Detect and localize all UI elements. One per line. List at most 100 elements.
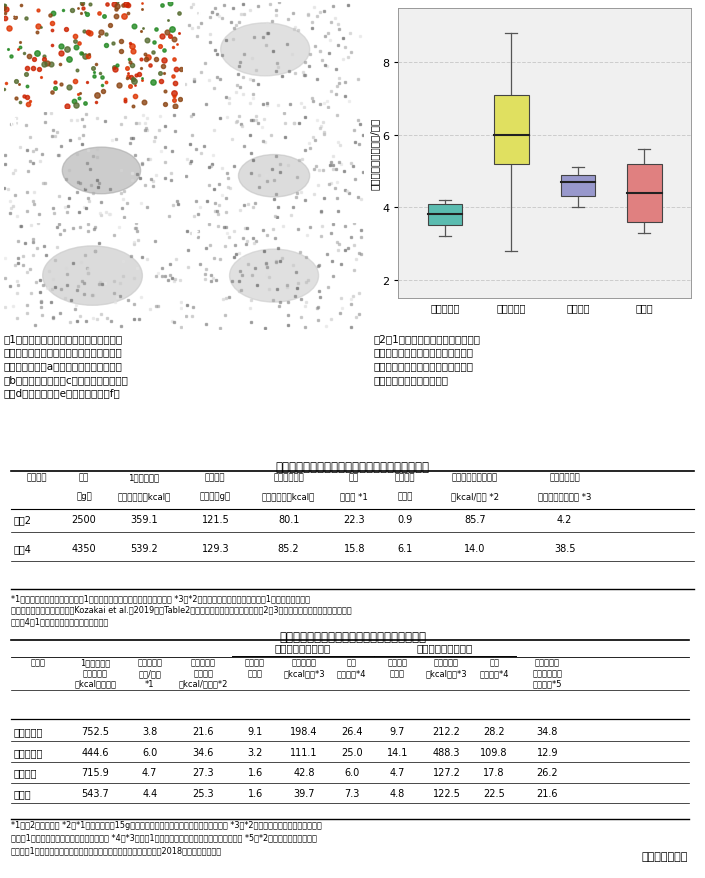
Circle shape bbox=[62, 148, 140, 195]
Text: 最大値を用いた場合: 最大値を用いた場合 bbox=[417, 643, 473, 652]
Text: 4.8: 4.8 bbox=[390, 788, 405, 798]
Text: 1.6: 1.6 bbox=[247, 767, 263, 777]
Text: た場合に1日に必要なエネルギーを獲得するまでの時間。小坂井ら（2018）の表３を改変。: た場合に1日に必要なエネルギーを獲得するまでの時間。小坂井ら（2018）の表３を… bbox=[11, 846, 221, 854]
Text: *1：試験中の獲得エネルギーが1日に必要なエネルギーに占める割合。 *3：*2と同じ速さで食べ続けた場合に1日に必要なエネル: *1：試験中の獲得エネルギーが1日に必要なエネルギーに占める割合。 *3：*2と… bbox=[11, 594, 309, 602]
Text: おける1回の滲在で獲得できるエネルギー。 *4：*3の値が1日に必要なエネルギー量に占める割合。 *5：*2と同じ速さで食べ続け: おける1回の滲在で獲得できるエネルギー。 *4：*3の値が1日に必要なエネルギー… bbox=[11, 832, 317, 842]
Text: 27.3: 27.3 bbox=[192, 767, 214, 777]
Text: 42.8: 42.8 bbox=[293, 767, 315, 777]
Text: エネルギー
獲得効率
（kcal/分）　*2: エネルギー 獲得効率 （kcal/分） *2 bbox=[178, 658, 228, 687]
Text: 試験中の: 試験中の bbox=[205, 473, 226, 482]
Text: 図2　1分間当たりに食べたイチゴ廃
果の数（筱は第３四分位、中央値、
第１四分位の範囲、上下の線は最大
及び最小値の範囲を示す）: 図2 1分間当たりに食べたイチゴ廃 果の数（筱は第３四分位、中央値、 第１四分位… bbox=[374, 334, 481, 385]
Bar bbox=[560, 176, 595, 197]
Text: 715.9: 715.9 bbox=[81, 767, 109, 777]
Text: 4.4: 4.4 bbox=[142, 788, 157, 798]
Text: 14.1: 14.1 bbox=[387, 747, 408, 757]
Text: 割合
（％）　*4: 割合 （％） *4 bbox=[479, 658, 509, 677]
Text: 表２　中型哺乳類がイチゴの廃果を食べる速さ: 表２ 中型哺乳類がイチゴの廃果を食べる速さ bbox=[279, 630, 426, 643]
Text: 3.8: 3.8 bbox=[142, 726, 157, 736]
Text: 22.3: 22.3 bbox=[343, 515, 365, 524]
Text: 滞在時間
（分）: 滞在時間 （分） bbox=[245, 658, 265, 677]
Text: 12.9: 12.9 bbox=[537, 747, 558, 757]
Text: 444.6: 444.6 bbox=[81, 747, 109, 757]
Text: （分）: （分） bbox=[398, 492, 412, 500]
Text: 動物種: 動物種 bbox=[30, 658, 46, 667]
Text: 129.3: 129.3 bbox=[202, 543, 229, 554]
Text: 1.6: 1.6 bbox=[247, 788, 263, 798]
Text: 6.1: 6.1 bbox=[398, 543, 412, 554]
Text: 中央値を用いた場合: 中央値を用いた場合 bbox=[275, 643, 331, 652]
Text: 488.3: 488.3 bbox=[433, 747, 460, 757]
Text: 25.0: 25.0 bbox=[341, 747, 362, 757]
Text: アナグマ: アナグマ bbox=[13, 767, 37, 777]
Text: アライグマ: アライグマ bbox=[13, 726, 42, 736]
Text: (f): (f) bbox=[190, 228, 204, 239]
Text: 539.2: 539.2 bbox=[130, 543, 158, 554]
Text: *1：図2の中央値。 *2：*1をイチゴ果実15gに含まれる代謝エネルギー量を用いて換算。 *3：*2の値を用いた場合に、廃果場に: *1：図2の中央値。 *2：*1をイチゴ果実15gに含まれる代謝エネルギー量を用… bbox=[11, 820, 321, 830]
Text: 85.7: 85.7 bbox=[464, 515, 486, 524]
Text: 212.2: 212.2 bbox=[433, 726, 460, 736]
Text: 割合
（％）　*4: 割合 （％） *4 bbox=[337, 658, 367, 677]
Text: 111.1: 111.1 bbox=[290, 747, 318, 757]
Text: （オス4の1日目）のデータを抜粹し改変。: （オス4の1日目）のデータを抜粹し改変。 bbox=[11, 616, 109, 626]
Text: 38.5: 38.5 bbox=[554, 543, 575, 554]
Text: 体重: 体重 bbox=[79, 473, 90, 482]
Text: 4350: 4350 bbox=[72, 543, 97, 554]
Text: 543.7: 543.7 bbox=[81, 788, 109, 798]
Text: 1日に必要な: 1日に必要な bbox=[128, 473, 159, 482]
Text: 122.5: 122.5 bbox=[433, 788, 460, 798]
Text: （kcal/分） *2: （kcal/分） *2 bbox=[450, 492, 499, 500]
Text: 28.2: 28.2 bbox=[484, 726, 505, 736]
Text: 15.8: 15.8 bbox=[343, 543, 365, 554]
Text: 21.6: 21.6 bbox=[537, 788, 558, 798]
Text: 採食量（g）: 採食量（g） bbox=[200, 492, 231, 500]
Text: 22.5: 22.5 bbox=[483, 788, 505, 798]
Text: 26.2: 26.2 bbox=[537, 767, 558, 777]
Text: エネルギー（kcal）: エネルギー（kcal） bbox=[117, 492, 171, 500]
Text: 必要量獲得
にかかる時間
（分）　*5: 必要量獲得 にかかる時間 （分） *5 bbox=[532, 658, 563, 687]
Text: 17.8: 17.8 bbox=[484, 767, 505, 777]
Text: (d): (d) bbox=[190, 8, 207, 18]
Circle shape bbox=[238, 155, 309, 198]
Circle shape bbox=[221, 24, 309, 76]
Text: 7.3: 7.3 bbox=[344, 788, 360, 798]
Bar bbox=[627, 164, 661, 222]
Text: かかる時間（分） *3: かかる時間（分） *3 bbox=[538, 492, 591, 500]
Text: エネルギー
（kcal）　*3: エネルギー （kcal） *3 bbox=[426, 658, 467, 677]
Circle shape bbox=[230, 250, 319, 303]
Text: （％） *1: （％） *1 bbox=[341, 492, 368, 500]
Text: 図1　イチゴ園の廃果場及び廃果の採食が
確認された哺乳類（白黒は夜間撮影写真）
廃果場の様子（a）、外来種：アライグマ
（b）、ハクビシン（c）、在来種：アナグ: 図1 イチゴ園の廃果場及び廃果の採食が 確認された哺乳類（白黒は夜間撮影写真） … bbox=[4, 334, 128, 398]
Text: 21.6: 21.6 bbox=[192, 726, 214, 736]
Text: 39.7: 39.7 bbox=[293, 788, 315, 798]
Text: 3.2: 3.2 bbox=[247, 747, 263, 757]
Text: 80.1: 80.1 bbox=[278, 515, 300, 524]
Text: (b): (b) bbox=[9, 119, 25, 128]
Y-axis label: 食べた廃果の数（個/分）: 食べた廃果の数（個/分） bbox=[369, 118, 379, 190]
Text: オス4: オス4 bbox=[13, 543, 31, 554]
Text: エネルギー（kcal）: エネルギー（kcal） bbox=[262, 492, 315, 500]
Text: ハクビシン: ハクビシン bbox=[13, 747, 42, 757]
Text: 9.7: 9.7 bbox=[390, 726, 405, 736]
Text: 4.2: 4.2 bbox=[557, 515, 572, 524]
Text: エネルギー
（kcal）　*3: エネルギー （kcal） *3 bbox=[283, 658, 325, 677]
Text: 34.8: 34.8 bbox=[537, 726, 558, 736]
Text: 9.1: 9.1 bbox=[247, 726, 263, 736]
Text: 34.6: 34.6 bbox=[192, 747, 214, 757]
Text: 26.4: 26.4 bbox=[341, 726, 362, 736]
Text: ギーを獲得するまでの時間。Kozakai et al.（2019）のTable2より、最も早く食べた個体（オス2の3日目）及び、最も遅く食べた個体: ギーを獲得するまでの時間。Kozakai et al.（2019）のTable2… bbox=[11, 605, 351, 614]
Text: 採食廃果数
（個/分）
*1: 採食廃果数 （個/分） *1 bbox=[137, 658, 162, 687]
Text: 4.7: 4.7 bbox=[142, 767, 157, 777]
Text: 1日に必要な
エネルギー
（kcal、メス）: 1日に必要な エネルギー （kcal、メス） bbox=[74, 658, 116, 687]
Bar bbox=[494, 96, 529, 164]
Text: （小坂井千夏）: （小坂井千夏） bbox=[642, 851, 687, 861]
Text: (c): (c) bbox=[9, 228, 23, 239]
Text: 127.2: 127.2 bbox=[433, 767, 460, 777]
Text: 85.2: 85.2 bbox=[278, 543, 300, 554]
Text: 198.4: 198.4 bbox=[290, 726, 318, 736]
Text: タヌキ: タヌキ bbox=[13, 788, 31, 798]
Text: 109.8: 109.8 bbox=[480, 747, 508, 757]
Text: オス2: オス2 bbox=[13, 515, 31, 524]
Text: 滞在時間
（分）: 滞在時間 （分） bbox=[388, 658, 407, 677]
Text: エネルギー獲得効率: エネルギー獲得効率 bbox=[452, 473, 498, 482]
Text: 個体番号: 個体番号 bbox=[26, 473, 47, 482]
Text: (a): (a) bbox=[9, 8, 25, 18]
